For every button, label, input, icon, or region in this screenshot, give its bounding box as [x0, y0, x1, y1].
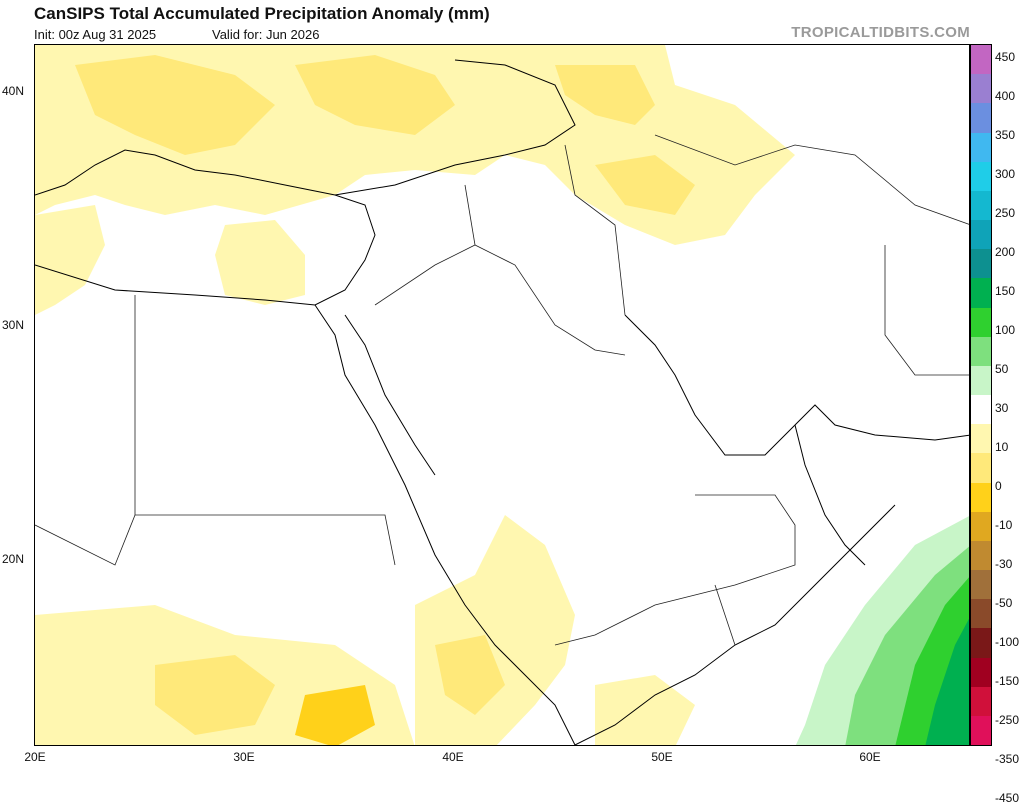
chart-title: CanSIPS Total Accumulated Precipitation …: [34, 4, 490, 23]
brand-watermark: TROPICALTIDBITS.COM: [791, 24, 970, 41]
colorbar-swatch: [971, 249, 991, 279]
colorbar-tick-label: -30: [995, 557, 1013, 571]
colorbar-swatch: [971, 103, 991, 133]
lon-label-20e: 20E: [24, 750, 46, 764]
colorbar-swatch: [971, 220, 991, 250]
lon-label-30e: 30E: [233, 750, 255, 764]
colorbar-swatch: [971, 74, 991, 104]
colorbar-swatch: [971, 307, 991, 337]
lon-label-50e: 50E: [651, 750, 673, 764]
colorbar-swatch: [971, 511, 991, 541]
lat-label-40n: 40N: [2, 84, 25, 98]
colorbar-tick-label: 250: [995, 206, 1016, 220]
colorbar-swatch: [971, 45, 991, 75]
colorbar-tick-label: -150: [995, 674, 1020, 688]
colorbar-tick-label: 450: [995, 50, 1016, 64]
colorbar-swatch: [971, 132, 991, 162]
colorbar-tick-label: 150: [995, 284, 1016, 298]
colorbar-tick-label: -100: [995, 635, 1020, 649]
colorbar-swatch: [971, 482, 991, 512]
colorbar-tick-label: 350: [995, 128, 1016, 142]
colorbar-tick-label: 200: [995, 245, 1016, 259]
valid-time: Valid for: Jun 2026: [212, 27, 320, 42]
colorbar-swatch: [971, 657, 991, 687]
map-svg: [35, 45, 969, 745]
colorbar-swatch: [971, 336, 991, 366]
colorbar-tick-label: 300: [995, 167, 1016, 181]
colorbar-swatch: [971, 395, 991, 425]
colorbar-swatch: [971, 278, 991, 308]
colorbar-tick-label: 50: [995, 362, 1009, 376]
lon-label-60e: 60E: [859, 750, 881, 764]
precip-anomaly-map: [34, 44, 970, 746]
init-time: Init: 00z Aug 31 2025: [34, 27, 157, 42]
lat-label-20n: 20N: [2, 552, 25, 566]
dry-anomaly-fields: [35, 45, 795, 745]
colorbar-swatch: [971, 424, 991, 454]
wet-anomaly-field: [795, 516, 969, 745]
colorbar-tick-label: 10: [995, 440, 1009, 454]
colorbar-swatch: [971, 540, 991, 571]
colorbar-tick-label: -250: [995, 713, 1020, 727]
colorbar-swatch: [971, 628, 991, 658]
lat-label-30n: 30N: [2, 318, 25, 332]
colorbar-swatch: [971, 686, 991, 716]
colorbar-tick-label: -350: [995, 752, 1020, 766]
colorbar-swatch: [971, 599, 991, 629]
colorbar-swatch: [971, 715, 991, 746]
colorbar-tick-label: -10: [995, 518, 1013, 532]
colorbar-tick-label: -450: [995, 791, 1020, 805]
colorbar-swatch: [971, 570, 991, 600]
colorbar-tick-label: 0: [995, 479, 1002, 493]
lon-label-40e: 40E: [442, 750, 464, 764]
colorbar-swatch: [971, 453, 991, 483]
colorbar-tick-label: 100: [995, 323, 1016, 337]
colorbar-tick-label: 400: [995, 89, 1016, 103]
colorbar-swatch: [971, 161, 991, 191]
colorbar-swatch: [971, 365, 991, 396]
colorbar-tick-label: -50: [995, 596, 1013, 610]
precip-anomaly-colorbar: [970, 44, 992, 746]
colorbar-swatch: [971, 190, 991, 221]
country-borders: [35, 134, 969, 646]
colorbar-tick-label: 30: [995, 401, 1009, 415]
